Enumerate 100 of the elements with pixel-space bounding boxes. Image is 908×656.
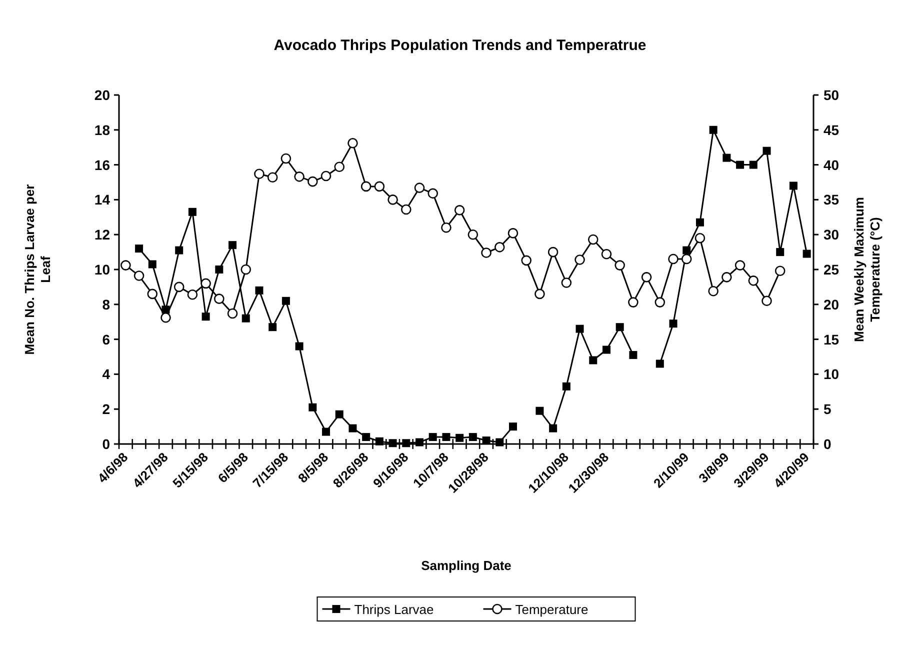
- y2-tick-label: 40: [824, 156, 840, 173]
- point: [548, 246, 558, 258]
- point: [187, 289, 198, 300]
- point: [668, 254, 678, 264]
- point: [348, 424, 357, 432]
- point: [348, 138, 358, 148]
- point: [240, 264, 252, 275]
- point: [175, 246, 184, 254]
- point: [736, 160, 744, 169]
- point: [295, 342, 304, 350]
- point: [200, 278, 211, 289]
- point: [414, 182, 425, 193]
- point: [628, 297, 638, 308]
- point: [308, 176, 318, 187]
- y-tick-label: 8: [102, 296, 110, 312]
- point: [228, 241, 237, 250]
- y2-tick-label: 30: [824, 226, 840, 243]
- point: [641, 272, 652, 282]
- point: [708, 286, 718, 296]
- point: [722, 272, 732, 282]
- point: [428, 433, 437, 442]
- point: [588, 234, 598, 245]
- point: [134, 270, 144, 281]
- point: [388, 194, 398, 205]
- y2-tick-label: 15: [824, 331, 840, 348]
- point: [536, 406, 544, 415]
- point: [255, 286, 264, 294]
- point: [135, 244, 144, 253]
- point: [188, 208, 196, 216]
- point: [494, 242, 505, 252]
- point: [656, 360, 664, 368]
- point: [589, 356, 598, 364]
- point: [534, 288, 545, 300]
- point: [789, 182, 798, 190]
- point: [508, 422, 517, 431]
- point: [614, 260, 625, 270]
- y2-tick-label: 5: [824, 401, 832, 418]
- point: [147, 288, 158, 300]
- point: [802, 250, 811, 258]
- point: [335, 410, 344, 418]
- point: [682, 246, 691, 254]
- point: [562, 382, 570, 390]
- point: [428, 188, 438, 199]
- point: [776, 248, 784, 256]
- y2-tick-label: 35: [824, 192, 840, 208]
- point: [762, 296, 772, 306]
- y-tick-label: 0: [102, 436, 110, 452]
- point: [227, 308, 238, 319]
- chart-title: Avocado Thrips Population Trends and Temperatrue: [274, 37, 646, 54]
- point: [601, 248, 612, 260]
- legend-label: Temperature: [515, 602, 588, 617]
- point: [294, 172, 304, 182]
- point: [320, 170, 332, 182]
- point: [401, 204, 412, 215]
- point: [748, 276, 759, 286]
- y-tick-label: 6: [102, 331, 110, 348]
- point: [242, 314, 250, 322]
- point: [722, 154, 731, 162]
- point: [441, 222, 452, 233]
- point: [696, 218, 704, 226]
- y-tick-label: 20: [94, 87, 110, 103]
- point: [334, 162, 345, 172]
- point: [280, 153, 292, 164]
- y2-tick-label: 25: [824, 262, 840, 278]
- y2-tick-label: 50: [824, 87, 840, 103]
- point: [508, 228, 518, 238]
- y-tick-label: 10: [94, 262, 110, 278]
- point: [267, 172, 278, 183]
- y2-tick-label: 45: [824, 122, 840, 138]
- point: [375, 437, 384, 446]
- point: [774, 266, 786, 276]
- point: [681, 254, 692, 264]
- point: [402, 439, 410, 448]
- point: [521, 255, 532, 266]
- point: [174, 282, 184, 292]
- point: [268, 323, 277, 332]
- point: [160, 312, 171, 323]
- point: [669, 320, 678, 328]
- point: [454, 205, 465, 216]
- point: [374, 181, 385, 192]
- point: [734, 260, 746, 270]
- point: [254, 168, 264, 180]
- y2-tick-label: 20: [824, 296, 840, 312]
- point: [468, 229, 478, 240]
- point: [215, 266, 224, 274]
- point: [749, 160, 758, 169]
- y-tick-label: 4: [102, 366, 110, 382]
- point: [148, 260, 156, 268]
- y-tick-label: 2: [102, 401, 110, 418]
- point: [388, 439, 397, 448]
- y2-tick-label: 0: [824, 436, 832, 452]
- point: [481, 248, 492, 258]
- x-axis-title: Sampling Date: [421, 558, 512, 573]
- point: [322, 428, 330, 436]
- y-tick-label: 18: [94, 122, 110, 138]
- point: [120, 260, 131, 270]
- point: [202, 312, 210, 321]
- point: [561, 278, 572, 288]
- point: [574, 254, 585, 265]
- point: [282, 296, 290, 305]
